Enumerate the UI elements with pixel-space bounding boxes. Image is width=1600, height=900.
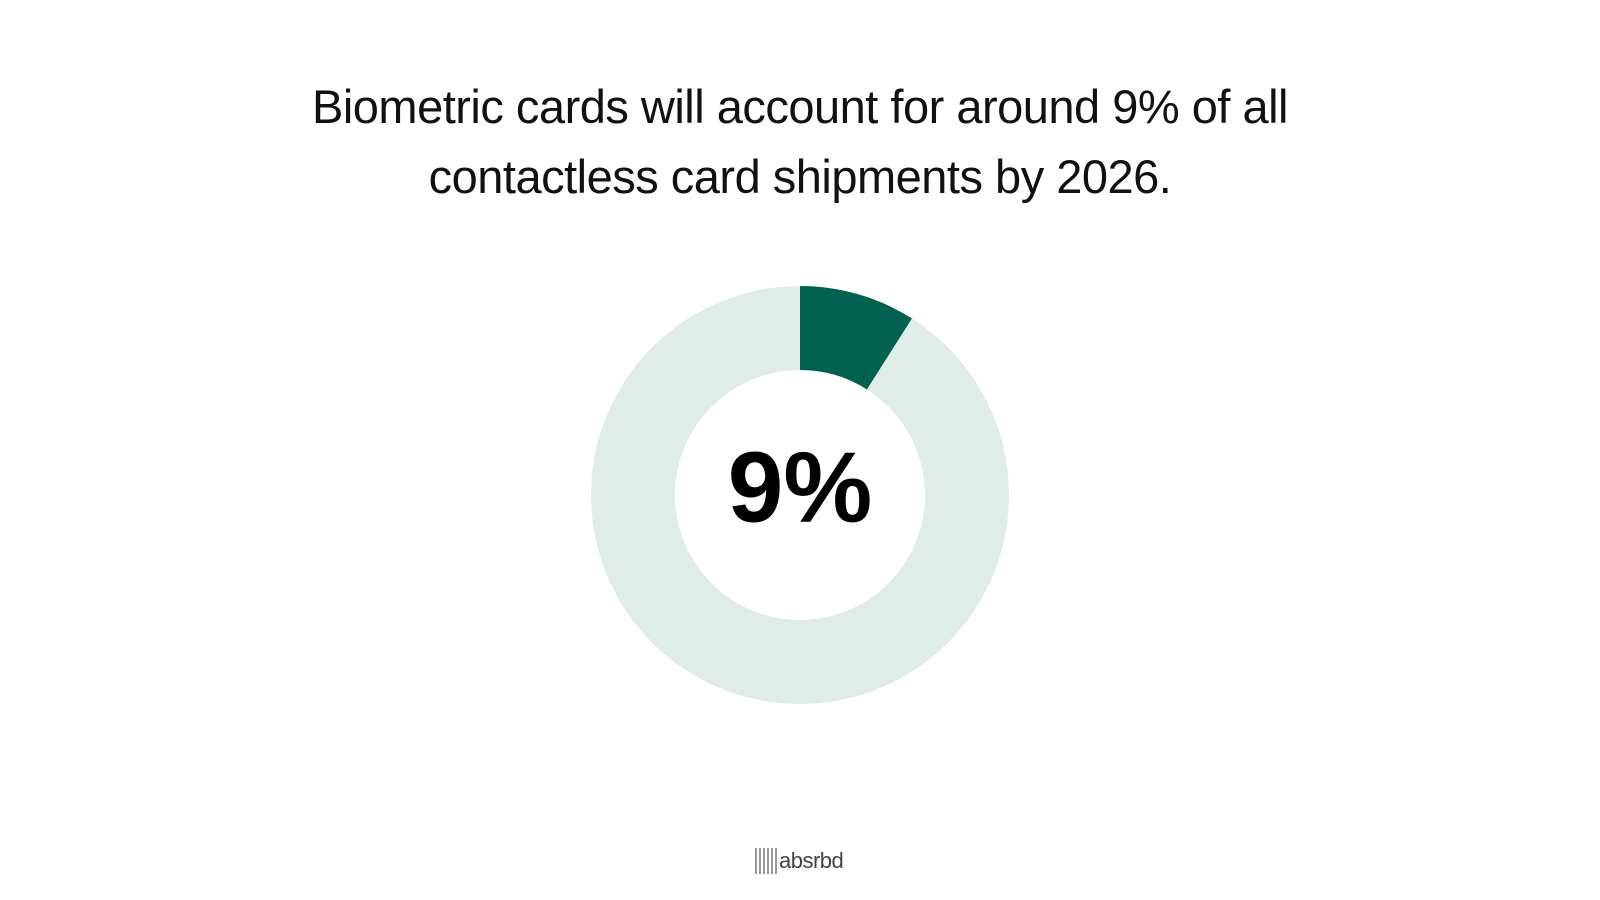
brand-logo: absrbd <box>755 848 844 874</box>
center-label: 9% <box>728 431 873 543</box>
brand-name: absrbd <box>779 848 843 873</box>
chart-title: Biometric cards will account for around … <box>312 80 1289 203</box>
donut-segment <box>800 286 912 390</box>
donut-segment <box>591 286 1009 705</box>
